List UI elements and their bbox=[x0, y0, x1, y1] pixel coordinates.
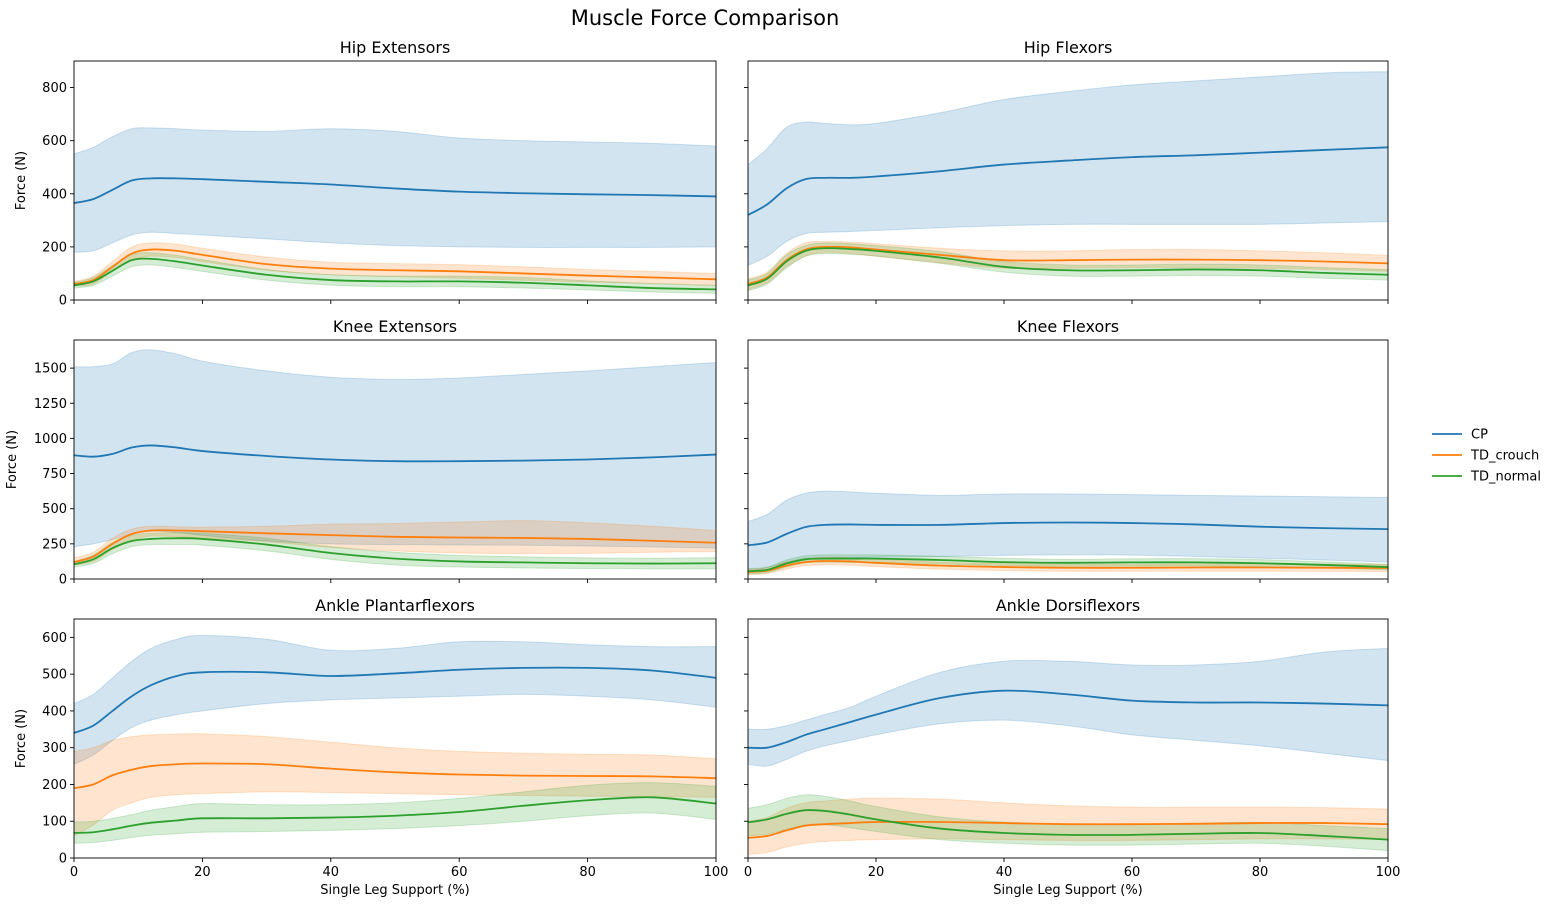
band-TD_normal bbox=[748, 794, 1388, 852]
y-tick-label: 0 bbox=[59, 294, 67, 309]
x-tick-label: 80 bbox=[579, 865, 596, 880]
x-tick-label: 100 bbox=[704, 865, 729, 880]
line-TD_normal bbox=[74, 796, 716, 834]
subplot-title: Hip Extensors bbox=[340, 38, 451, 57]
y-tick-label: 0 bbox=[59, 852, 67, 867]
line-TD_normal bbox=[748, 247, 1388, 287]
y-tick-label: 750 bbox=[42, 467, 67, 482]
y-tick-label: 200 bbox=[42, 778, 67, 793]
band-TD_crouch bbox=[748, 797, 1388, 855]
line-CP bbox=[74, 177, 716, 204]
axes-frame bbox=[747, 618, 1389, 859]
x-tick-label: 80 bbox=[1252, 865, 1269, 880]
y-tick-label: 1250 bbox=[34, 397, 67, 412]
y-tick-label: 1000 bbox=[34, 432, 67, 447]
x-axis-label: Single Leg Support (%) bbox=[320, 883, 470, 898]
legend: CP TD_crouch TD_normal bbox=[1432, 428, 1541, 485]
y-axis-label: Force (N) bbox=[5, 430, 20, 489]
line-TD_normal bbox=[74, 257, 716, 291]
band-TD_crouch bbox=[748, 556, 1388, 576]
band-TD_normal bbox=[74, 782, 716, 844]
legend-label-TD_crouch: TD_crouch bbox=[1470, 449, 1539, 464]
line-TD_crouch bbox=[748, 245, 1388, 285]
band-CP bbox=[748, 647, 1388, 767]
line-TD_crouch bbox=[74, 762, 716, 790]
subplot-title: Hip Flexors bbox=[1024, 38, 1113, 57]
axes-frame bbox=[73, 618, 717, 859]
line-TD_crouch bbox=[74, 529, 716, 563]
y-tick-label: 250 bbox=[42, 537, 67, 552]
line-TD_normal bbox=[748, 809, 1388, 841]
figure-title: Muscle Force Comparison bbox=[571, 6, 840, 30]
x-tick-label: 0 bbox=[70, 865, 78, 880]
line-CP bbox=[748, 146, 1388, 216]
band-CP bbox=[748, 71, 1388, 267]
subplot-title: Ankle Dorsiflexors bbox=[996, 596, 1141, 615]
x-tick-label: 20 bbox=[868, 865, 885, 880]
subplot-5: 0 20 40 60 80 100 0 100 200 300 400 500 600 Ankle Pla… bbox=[14, 596, 728, 898]
subplot-4: Knee Flexors bbox=[744, 317, 1389, 583]
plot-area bbox=[74, 349, 716, 570]
y-tick-label: 200 bbox=[42, 240, 67, 255]
axes-frame bbox=[73, 339, 717, 580]
line-CP bbox=[748, 521, 1388, 547]
y-tick-label: 1500 bbox=[34, 362, 67, 377]
plot-area bbox=[748, 647, 1388, 855]
y-tick-label: 500 bbox=[42, 502, 67, 517]
line-CP bbox=[74, 444, 716, 463]
line-TD_crouch bbox=[748, 560, 1388, 573]
y-tick-label: 600 bbox=[42, 134, 67, 149]
band-CP bbox=[748, 490, 1388, 573]
plot-area bbox=[748, 71, 1388, 292]
x-tick-label: 20 bbox=[194, 865, 211, 880]
line-CP bbox=[748, 689, 1388, 749]
x-tick-label: 0 bbox=[744, 865, 752, 880]
subplot-2: Hip Flexors bbox=[744, 38, 1389, 304]
legend-label-TD_normal: TD_normal bbox=[1470, 470, 1541, 485]
plot-area bbox=[74, 635, 716, 844]
x-tick-label: 40 bbox=[996, 865, 1013, 880]
x-axis-label: Single Leg Support (%) bbox=[993, 883, 1143, 898]
x-tick-label: 60 bbox=[1124, 865, 1141, 880]
x-tick-label: 40 bbox=[323, 865, 340, 880]
axes-frame bbox=[73, 60, 717, 301]
band-TD_crouch bbox=[74, 733, 716, 837]
line-CP bbox=[74, 666, 716, 734]
subplot-3: 0 250 500 750 1000 1250 1500 Knee Extensors Forc… bbox=[5, 317, 717, 588]
y-tick-label: 800 bbox=[42, 81, 67, 96]
x-tick-label: 60 bbox=[451, 865, 468, 880]
y-tick-label: 600 bbox=[42, 631, 67, 646]
band-CP bbox=[74, 127, 716, 253]
y-tick-label: 0 bbox=[59, 573, 67, 588]
y-tick-label: 300 bbox=[42, 741, 67, 756]
x-tick-label: 100 bbox=[1376, 865, 1401, 880]
subplot-title: Knee Extensors bbox=[333, 317, 457, 336]
y-tick-label: 500 bbox=[42, 668, 67, 683]
axes-frame bbox=[747, 339, 1389, 580]
y-tick-label: 400 bbox=[42, 187, 67, 202]
plot-area bbox=[748, 490, 1388, 576]
y-axis-label: Force (N) bbox=[14, 151, 29, 210]
subplot-title: Knee Flexors bbox=[1017, 317, 1119, 336]
subplot-6: 0 20 40 60 80 100 Ankle Dorsiflexors Single Leg… bbox=[744, 596, 1401, 898]
axes-frame bbox=[747, 60, 1389, 301]
legend-label-CP: CP bbox=[1471, 428, 1488, 443]
line-TD_normal bbox=[74, 537, 716, 566]
line-TD_crouch bbox=[74, 248, 716, 285]
y-tick-label: 100 bbox=[42, 815, 67, 830]
subplot-title: Ankle Plantarflexors bbox=[315, 596, 475, 615]
band-TD_normal bbox=[748, 242, 1388, 292]
line-TD_normal bbox=[748, 557, 1388, 573]
subplot-1: 0 200 400 600 800 Hip Extensors Force (N) bbox=[14, 38, 717, 309]
band-CP bbox=[74, 349, 716, 549]
y-axis-label: Force (N) bbox=[14, 709, 29, 768]
y-tick-label: 400 bbox=[42, 704, 67, 719]
plot-area bbox=[74, 127, 716, 294]
line-TD_crouch bbox=[748, 820, 1388, 839]
